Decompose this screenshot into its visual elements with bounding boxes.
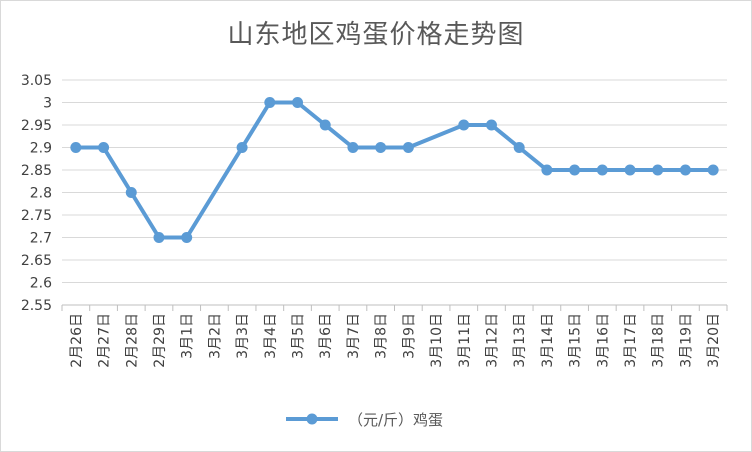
- y-tick-label: 2.8: [30, 186, 52, 202]
- x-tick-label: 3月19日: [678, 313, 694, 368]
- data-point: [181, 232, 193, 243]
- x-tick-label: 2月28日: [124, 313, 140, 368]
- y-tick-label: 3: [43, 96, 52, 112]
- data-point: [125, 187, 137, 198]
- data-point: [596, 164, 608, 176]
- series-layer: [70, 97, 719, 243]
- x-tick-label: 3月15日: [568, 313, 584, 368]
- x-tick-label: 3月6日: [318, 313, 334, 359]
- x-tick-label: 3月14日: [540, 313, 556, 368]
- data-point: [375, 142, 387, 153]
- data-point: [569, 164, 581, 176]
- data-point: [624, 164, 636, 176]
- x-tick-label: 3月7日: [346, 313, 362, 359]
- x-tick-label: 2月26日: [69, 313, 85, 368]
- data-point: [264, 97, 276, 108]
- x-tick-label: 3月11日: [457, 313, 473, 368]
- x-tick-label: 3月10日: [429, 313, 445, 368]
- data-point: [485, 119, 497, 131]
- data-point: [319, 119, 331, 131]
- data-point: [513, 142, 525, 153]
- x-tick-label: 3月13日: [512, 313, 528, 368]
- data-point: [153, 232, 165, 243]
- legend: （元/斤）鸡蛋: [286, 411, 443, 429]
- y-tick-label: 2.55: [21, 298, 52, 314]
- x-axis: [61, 304, 728, 311]
- y-axis-tick-labels: 2.55 2.6 2.65 2.7 2.75 2.8 2.85 2.9 2.95 3 3.05: [21, 73, 52, 314]
- x-axis-tick-labels: 2月26日 2月27日 2月28日 2月29日 3月1日 3月2日 3月3日 3月4日 3月5日…: [69, 313, 722, 368]
- data-point: [98, 142, 110, 153]
- x-tick-label: 3月12日: [484, 313, 500, 368]
- x-tick-label: 3月2日: [207, 313, 223, 359]
- x-tick-label: 3月5日: [291, 313, 307, 359]
- data-point: [458, 119, 470, 131]
- series-line: [73, 100, 716, 240]
- y-tick-label: 2.7: [30, 231, 52, 247]
- y-tick-label: 2.75: [21, 208, 52, 224]
- x-tick-label: 3月3日: [235, 313, 251, 359]
- chart-title: 山东地区鸡蛋价格走势图: [227, 20, 525, 50]
- y-tick-label: 2.6: [30, 276, 52, 292]
- data-point: [70, 142, 82, 153]
- x-tick-label: 3月20日: [706, 313, 722, 368]
- x-tick-label: 3月4日: [263, 313, 279, 359]
- y-tick-label: 2.85: [21, 163, 52, 179]
- legend-marker-swatch: [306, 413, 318, 425]
- data-point: [236, 142, 248, 153]
- x-tick-label: 3月1日: [180, 313, 196, 359]
- x-tick-label: 3月17日: [623, 313, 639, 368]
- data-point: [652, 164, 664, 176]
- data-point: [402, 142, 414, 153]
- gridlines: [62, 79, 727, 306]
- x-tick-label: 3月16日: [595, 313, 611, 368]
- data-point: [707, 164, 719, 176]
- x-tick-label: 3月18日: [651, 313, 667, 368]
- y-tick-label: 2.9: [30, 141, 52, 157]
- legend-label: （元/斤）鸡蛋: [348, 411, 443, 429]
- data-point: [541, 164, 553, 176]
- x-tick-label: 2月29日: [152, 313, 168, 368]
- x-tick-label: 3月9日: [401, 313, 417, 359]
- y-tick-label: 2.65: [21, 253, 52, 269]
- y-tick-label: 3.05: [21, 73, 52, 89]
- data-point: [347, 142, 359, 153]
- data-point: [292, 97, 304, 108]
- data-point: [679, 164, 691, 176]
- x-tick-label: 2月27日: [97, 313, 113, 368]
- x-tick-label: 3月8日: [374, 313, 390, 359]
- y-tick-label: 2.95: [21, 118, 52, 134]
